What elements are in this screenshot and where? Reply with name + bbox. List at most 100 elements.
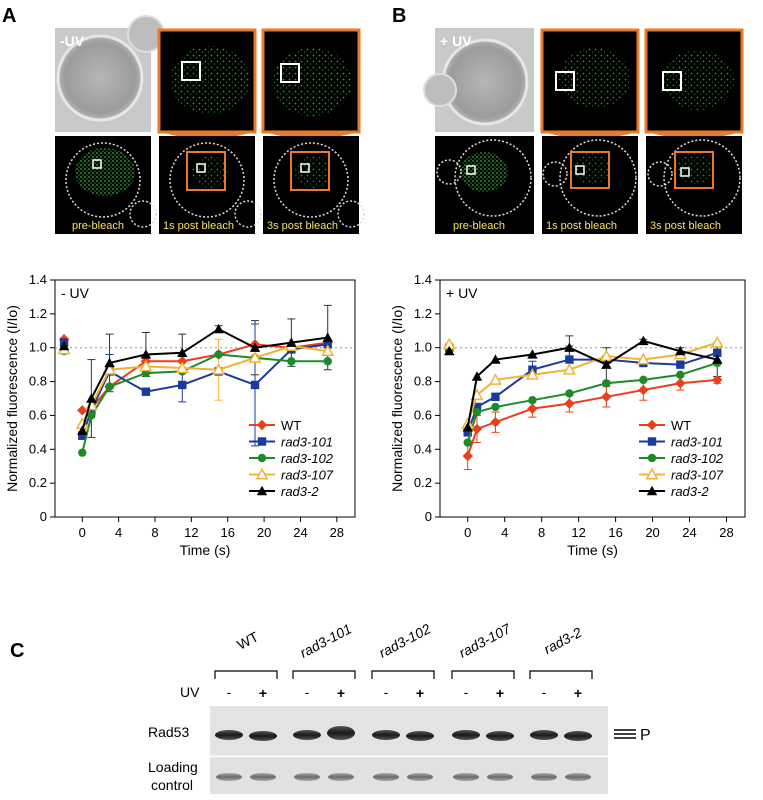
legend-marker-WT [646, 419, 658, 431]
data-point-rad3-2 [638, 335, 649, 346]
loading-band [328, 773, 354, 781]
x-axis-label: Time (s) [180, 542, 231, 558]
x-tick-label: 20 [257, 525, 271, 540]
y-tick-label: 0.6 [29, 407, 47, 422]
x-tick-label: 24 [682, 525, 696, 540]
uv-minus-mark: - [384, 684, 389, 700]
data-point-rad3-107 [212, 362, 226, 375]
zoom-image-a-1s [157, 28, 257, 134]
data-point-rad3-101 [323, 340, 332, 349]
data-point-WT [601, 391, 612, 403]
micro-label-pre: pre-bleach [72, 220, 124, 232]
strain-bracket [292, 670, 356, 679]
data-point-rad3-102 [105, 382, 114, 391]
data-point-rad3-102 [214, 350, 223, 359]
data-point-rad3-101 [78, 431, 87, 440]
strain-bracket [214, 670, 278, 679]
x-tick-label: 0 [464, 525, 471, 540]
data-point-rad3-107 [710, 335, 724, 348]
frap-chart-minus-uv: 0 0.2 0.4 0.6 0.8 1.0 1.2 1.4 0 4 8 12 16 20 24 28 Time … [4, 272, 356, 558]
data-point-rad3-102 [528, 395, 537, 405]
data-point-rad3-101 [178, 380, 187, 390]
uv-condition-marks: - + - + - + - + - + [227, 684, 582, 701]
data-point-rad3-101 [87, 406, 96, 415]
data-point-rad3-2 [322, 332, 333, 342]
zoom-image-b-1s [540, 28, 640, 134]
rad53-band [372, 730, 400, 740]
data-point-rad3-101 [141, 387, 151, 396]
panel-condition-text: - UV [61, 285, 90, 301]
y-tick-label: 1.2 [414, 306, 432, 321]
fluor-image-a-pre [55, 136, 157, 234]
y-tick-label: 0.8 [29, 374, 47, 389]
x-tick-label: 28 [719, 525, 733, 540]
x-tick-label: 4 [501, 525, 508, 540]
legend-marker-rad3-107 [645, 467, 659, 480]
phospho-marker: P [614, 727, 651, 744]
data-point-rad3-101 [565, 355, 574, 364]
data-point-rad3-102 [565, 389, 574, 398]
data-point-rad3-2 [177, 347, 188, 357]
legend-label: WT [671, 418, 691, 433]
legend-marker-rad3-2 [646, 485, 658, 496]
data-point-rad3-2 [58, 340, 70, 351]
data-point-rad3-102 [78, 448, 87, 457]
data-point-rad3-102 [639, 375, 648, 385]
data-point-rad3-2 [140, 349, 152, 359]
uv-plus-mark: + [416, 685, 424, 701]
fluor-image-a-3s [263, 136, 365, 234]
blot-bands [215, 726, 592, 781]
loading-band [216, 773, 242, 781]
rad53-band [249, 731, 277, 741]
frap-chart-plus-uv: 0 0.2 0.4 0.6 0.8 1.0 1.2 1.4 0 4 8 12 16 20 24 28 Time … [389, 272, 746, 558]
data-point-rad3-2 [471, 371, 483, 381]
phospho-label: P [640, 727, 651, 744]
data-point-rad3-107 [525, 368, 539, 380]
y-tick-label: 0 [425, 509, 432, 524]
data-point-rad3-102 [287, 357, 296, 366]
plot-frame [439, 279, 746, 518]
data-point-WT [490, 417, 501, 428]
data-point-rad3-2 [462, 422, 473, 432]
uv-row-label: UV [180, 684, 200, 700]
y-tick-label: 0.4 [29, 441, 47, 456]
zoom-connector [159, 132, 255, 136]
y-tick-label: 0.6 [414, 407, 432, 422]
x-tick-label: 12 [184, 525, 198, 540]
data-point-rad3-2 [104, 357, 115, 368]
micro-label-3s: 3s post bleach [267, 220, 338, 232]
strain-label: rad3-101 [297, 620, 354, 660]
loading-band [294, 773, 320, 781]
condition-label-b: + UV [440, 33, 472, 49]
loading-control-label-2: control [151, 777, 193, 793]
plot-frame [54, 279, 356, 518]
data-point-rad3-2 [490, 354, 501, 364]
zoom-image-a-3s [261, 28, 361, 134]
x-tick-label: 24 [293, 525, 307, 540]
data-point-rad3-107 [636, 352, 650, 365]
legend-label: WT [281, 418, 301, 433]
strain-bracket [451, 670, 515, 679]
data-point-rad3-101 [463, 428, 472, 437]
rad53-band [486, 731, 514, 741]
loading-band [407, 773, 433, 781]
strain-label: rad3-107 [456, 620, 514, 661]
y-axis-label: Normalized fluorescence (I/Io) [4, 305, 20, 492]
uv-minus-mark: - [227, 684, 232, 700]
rad53-band [327, 726, 355, 740]
strain-bracket [371, 670, 435, 679]
data-point-rad3-2 [601, 359, 612, 369]
uv-minus-mark: - [305, 684, 310, 700]
data-point-WT [712, 374, 723, 386]
micro-label-3s-b: 3s post bleach [650, 220, 721, 232]
y-tick-label: 1.4 [414, 272, 432, 287]
data-point-rad3-102 [463, 438, 472, 447]
strain-label: rad3-2 [541, 624, 584, 657]
data-point-rad3-2 [564, 342, 575, 352]
panel-letter-c: C [10, 640, 24, 662]
y-tick-label: 1.0 [29, 340, 47, 355]
micrographs-a: A B -UV pre-b [2, 5, 744, 234]
x-tick-label: 16 [608, 525, 622, 540]
zoom-connector [646, 132, 742, 136]
